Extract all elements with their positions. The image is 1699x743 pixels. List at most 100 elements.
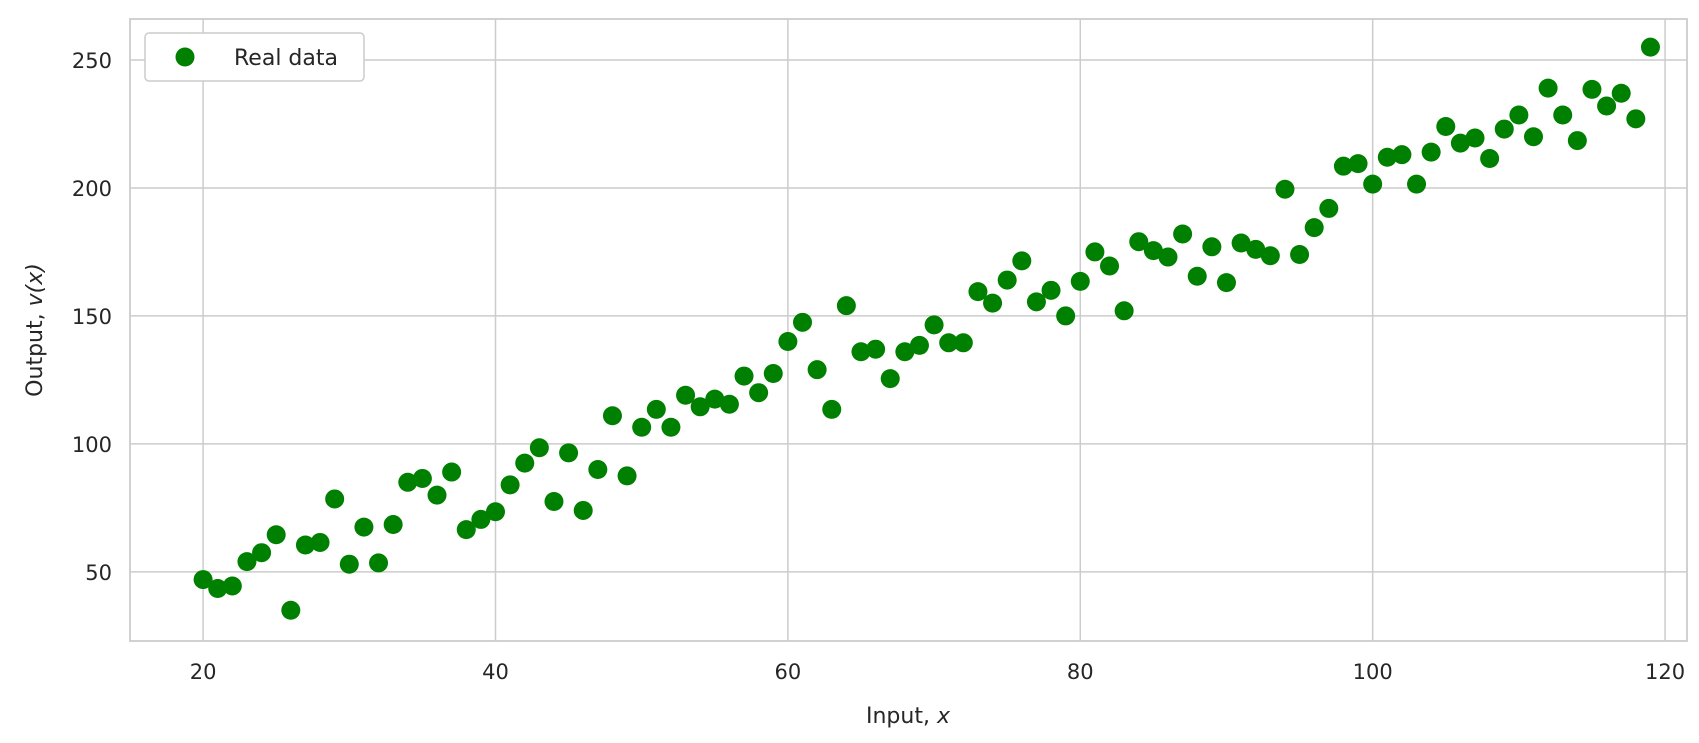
data-point (1085, 242, 1105, 262)
data-point (310, 532, 330, 552)
data-point (778, 332, 798, 352)
x-tick-label: 60 (775, 660, 802, 684)
data-point (1436, 117, 1456, 137)
legend-label: Real data (234, 46, 338, 71)
data-point (1129, 232, 1149, 252)
data-point (983, 293, 1003, 313)
data-point (807, 360, 827, 380)
data-point (632, 417, 652, 437)
data-point (1582, 79, 1602, 99)
data-point (1611, 83, 1631, 103)
data-point (369, 553, 389, 573)
y-tick-label: 50 (85, 561, 112, 585)
data-point (1246, 239, 1266, 259)
data-point (1407, 174, 1427, 194)
data-point (646, 399, 666, 419)
data-point (719, 394, 739, 414)
data-point (529, 438, 549, 458)
legend-box (144, 32, 365, 82)
data-point (851, 342, 871, 362)
data-point (485, 502, 505, 522)
y-tick-label: 200 (72, 177, 112, 201)
data-point (1187, 266, 1207, 286)
data-point (909, 335, 929, 355)
data-point (1319, 198, 1339, 218)
data-point (1333, 156, 1353, 176)
data-point (1012, 251, 1032, 271)
data-point (661, 417, 681, 437)
data-point (793, 312, 813, 332)
data-point (398, 472, 418, 492)
data-point (1363, 174, 1383, 194)
x-tick-label: 80 (1067, 660, 1094, 684)
data-point (266, 525, 286, 545)
x-axis-label-text: Input, (866, 704, 937, 729)
data-point (325, 489, 345, 509)
legend-marker (175, 47, 195, 67)
data-point (953, 333, 973, 353)
data-point (252, 543, 272, 563)
data-point (1275, 179, 1295, 199)
data-point (471, 509, 491, 529)
x-axis-label-variable: x (936, 704, 951, 729)
data-points (193, 37, 1660, 620)
data-point (924, 315, 944, 335)
data-point (1026, 292, 1046, 312)
x-tick-label: 100 (1353, 660, 1393, 684)
data-point (1290, 244, 1310, 264)
data-point (1173, 224, 1193, 244)
data-point (690, 397, 710, 417)
data-point (880, 369, 900, 389)
data-point (1041, 280, 1061, 300)
y-axis-label-variable: v(x) (23, 263, 48, 306)
y-tick-label: 100 (72, 433, 112, 457)
y-axis-label: Output, v(x) (23, 263, 48, 397)
data-point (1377, 147, 1397, 167)
x-axis-label: Input, x (866, 704, 951, 729)
data-point (515, 453, 535, 473)
data-point (559, 443, 579, 463)
plot-frame (129, 18, 1688, 642)
data-point (1421, 142, 1441, 162)
data-point (237, 552, 257, 572)
data-point (1465, 128, 1485, 148)
data-point (1202, 237, 1222, 257)
data-point (573, 500, 593, 520)
data-point (1143, 241, 1163, 261)
data-point (208, 579, 228, 599)
data-point (588, 460, 608, 480)
y-tick-labels: 50 100 150 200 250 (72, 49, 112, 585)
data-point (544, 491, 564, 511)
data-point (500, 475, 520, 495)
data-point (895, 342, 915, 362)
y-axis-label-text: Output, (23, 306, 48, 396)
data-point (734, 366, 754, 386)
data-point (222, 576, 242, 596)
data-point (705, 389, 725, 409)
data-point (749, 383, 769, 403)
y-tick-label: 150 (72, 305, 112, 329)
data-point (1626, 109, 1646, 129)
data-point (1304, 218, 1324, 238)
legend: Real data (144, 32, 365, 82)
data-point (383, 515, 403, 535)
data-point (1509, 105, 1529, 125)
y-tick-label: 250 (72, 49, 112, 73)
x-tick-label: 20 (190, 660, 217, 684)
data-point (193, 570, 213, 590)
data-point (456, 520, 476, 540)
data-point (822, 399, 842, 419)
data-point (281, 600, 301, 620)
data-point (1348, 154, 1368, 174)
data-point (1538, 78, 1558, 98)
data-point (295, 535, 315, 555)
x-tick-label: 40 (482, 660, 509, 684)
data-point (1260, 246, 1280, 266)
grid-lines (130, 19, 1687, 641)
data-point (442, 462, 462, 482)
data-point (968, 282, 988, 302)
data-point (1100, 256, 1120, 276)
data-point (1640, 37, 1660, 57)
data-point (1450, 133, 1470, 153)
